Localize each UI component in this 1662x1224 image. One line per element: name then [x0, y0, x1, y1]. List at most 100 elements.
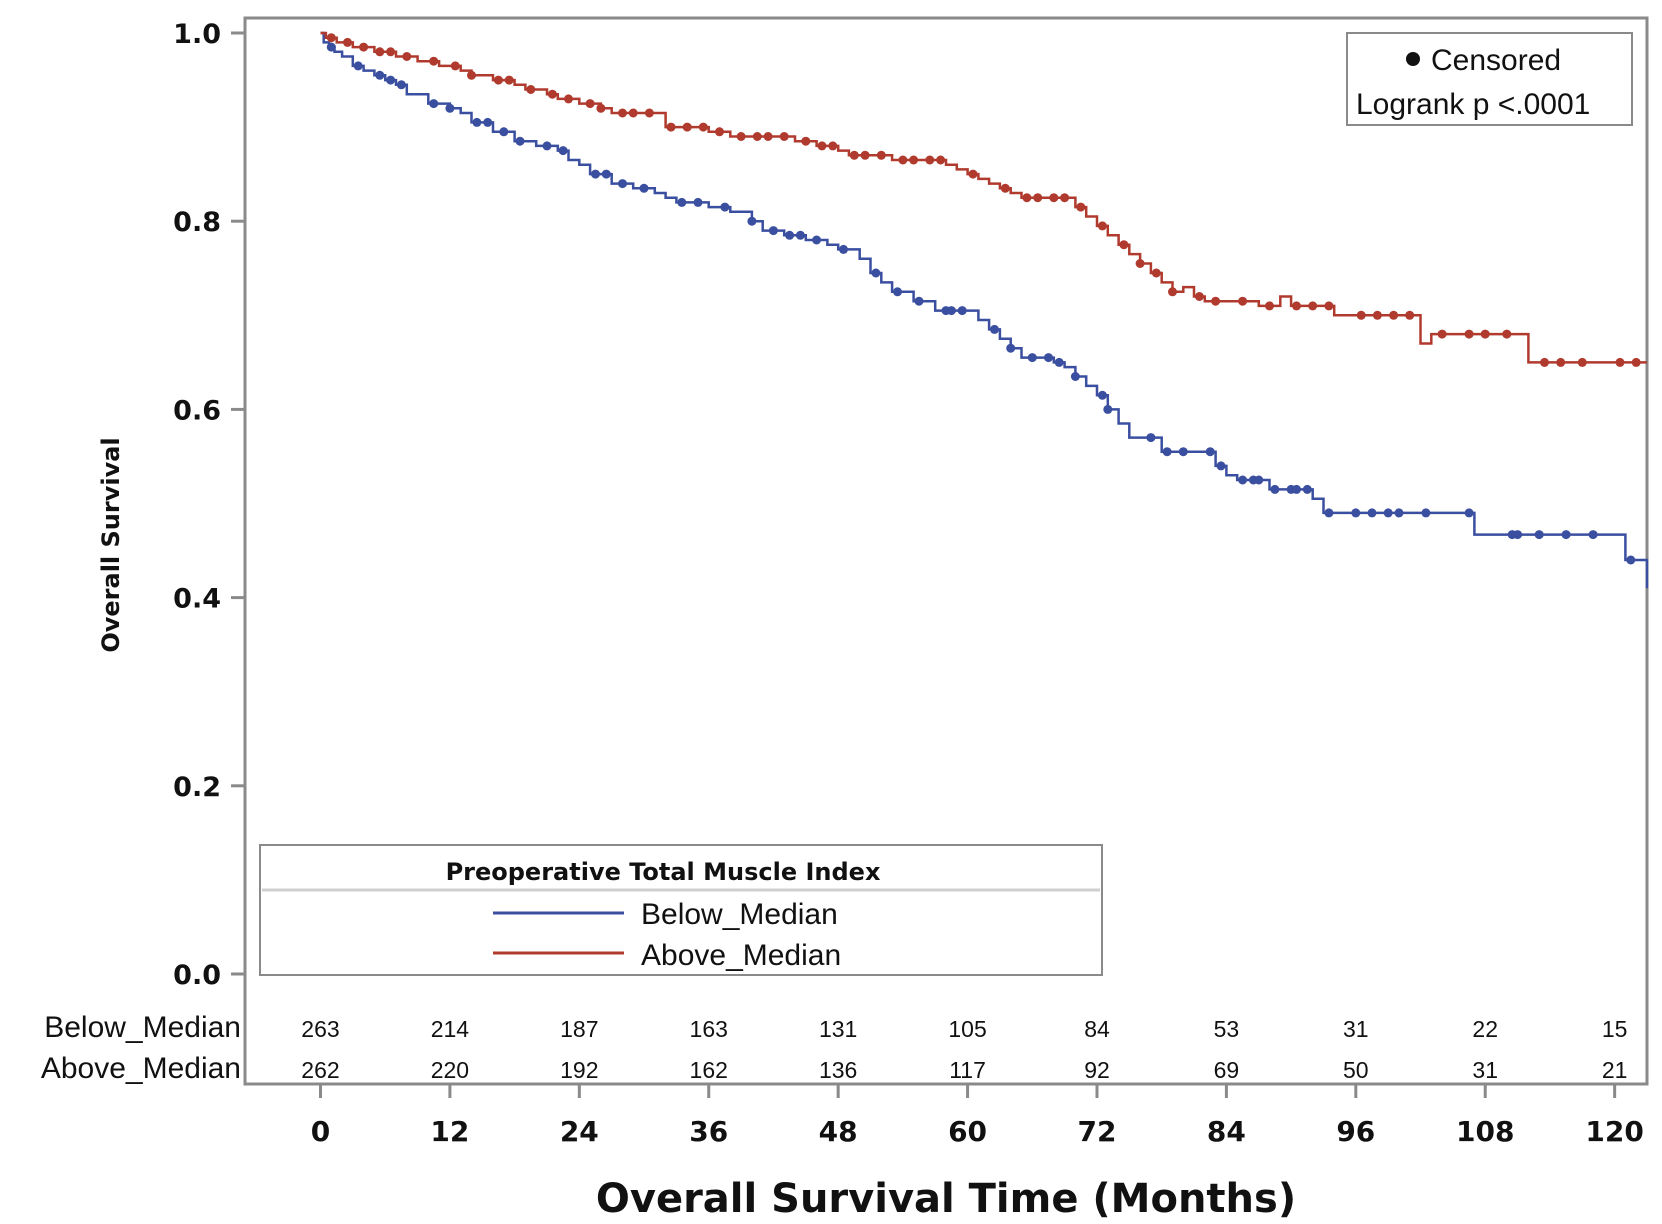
censor-point [715, 127, 724, 137]
y-tick-label: 0.0 [173, 960, 221, 991]
censor-point [526, 85, 536, 94]
censor-point [1631, 357, 1641, 367]
censored-label: Censored [1431, 44, 1561, 77]
censor-layer [326, 33, 1641, 565]
legend-box [259, 844, 1103, 976]
risk-count: 220 [431, 1057, 469, 1083]
censor-point [1211, 296, 1221, 306]
censor-point [1097, 221, 1107, 231]
censor-point [828, 141, 838, 151]
censor-point [1308, 301, 1318, 311]
censor-point [1033, 193, 1043, 203]
censor-point [618, 179, 627, 189]
legend-label-below-median: Below_Median [641, 898, 838, 931]
censor-point [386, 75, 396, 85]
censor-point [1437, 329, 1447, 339]
risk-count: 31 [1472, 1057, 1498, 1083]
risk-count: 162 [690, 1057, 728, 1083]
censor-point [898, 155, 908, 165]
censor-point [591, 169, 600, 179]
censor-point [1238, 296, 1248, 306]
censor-point [601, 169, 611, 179]
censor-point [925, 155, 935, 165]
censor-point [1238, 475, 1248, 485]
x-tick-label: 24 [560, 1115, 599, 1148]
censor-point [1097, 390, 1107, 400]
censor-point [817, 141, 827, 151]
risk-count: 84 [1084, 1016, 1110, 1042]
censor-point [1383, 508, 1393, 518]
censor-point [353, 61, 363, 71]
censor-point [564, 94, 573, 104]
censor-point [876, 150, 886, 160]
censor-point [763, 132, 773, 141]
censor-point [968, 169, 978, 179]
censor-point [893, 287, 902, 297]
x-tick-label: 84 [1207, 1115, 1246, 1148]
censor-point [1367, 508, 1377, 518]
censor-point [375, 47, 385, 57]
y-tick-label: 0.8 [173, 207, 221, 238]
censor-point [957, 306, 967, 316]
x-tick-label: 60 [948, 1115, 987, 1148]
censor-point [1070, 372, 1080, 381]
censor-point [1022, 193, 1032, 203]
censor-point [1513, 530, 1523, 540]
censor-point [1394, 508, 1404, 518]
risk-count: 263 [301, 1016, 339, 1042]
censor-point [596, 103, 606, 113]
censor-point [1205, 447, 1215, 457]
censor-point [1044, 353, 1053, 363]
risk-count: 22 [1472, 1016, 1498, 1042]
censor-point [1405, 310, 1415, 320]
censor-point [445, 103, 455, 113]
x-tick-label: 108 [1456, 1115, 1514, 1148]
censor-point [396, 80, 406, 90]
censor-point [1027, 353, 1037, 363]
censor-point [839, 244, 848, 254]
censor-point [747, 216, 757, 226]
risk-count: 31 [1343, 1016, 1369, 1042]
censor-point [386, 47, 396, 57]
censor-point [499, 127, 509, 137]
censor-point [547, 89, 557, 99]
censor-point [1356, 310, 1366, 320]
y-tick-label: 0.2 [173, 772, 221, 803]
censor-point [779, 132, 789, 141]
censor-point [693, 197, 703, 207]
risk-count: 136 [819, 1057, 857, 1083]
censor-point [1351, 508, 1361, 518]
censor-point [1103, 404, 1113, 414]
censor-point [909, 155, 919, 165]
x-tick-label: 120 [1585, 1115, 1643, 1148]
censor-point [1302, 484, 1312, 494]
risk-count: 131 [819, 1016, 857, 1042]
risk-count: 92 [1084, 1057, 1110, 1083]
risk-count: 192 [560, 1057, 598, 1083]
censor-point [1577, 357, 1587, 367]
censor-point [1389, 310, 1399, 320]
x-tick-label: 96 [1336, 1115, 1375, 1148]
censor-point [429, 99, 439, 109]
censor-point [1151, 268, 1161, 278]
censor-point [682, 122, 692, 132]
risk-count: 117 [949, 1057, 986, 1083]
censor-point [860, 150, 870, 160]
censor-point [1534, 530, 1544, 540]
censor-point [871, 268, 881, 278]
censor-point [801, 136, 811, 146]
censor-point [515, 136, 525, 146]
risk-count: 187 [560, 1016, 598, 1042]
x-tick-label: 48 [819, 1115, 858, 1148]
censored-marker-icon [1406, 52, 1420, 66]
censor-point [1480, 329, 1490, 339]
x-tick-label: 12 [430, 1115, 469, 1148]
legend-title: Preoperative Total Muscle Index [446, 858, 881, 886]
axes-layer: 0.0 0.2 0.4 0.6 0.8 1.0 0 12 24 36 48 60 72 84 96 108 12… [173, 19, 1644, 1148]
censor-point [639, 183, 649, 193]
risk-count: 21 [1602, 1057, 1628, 1083]
censor-point [467, 70, 476, 80]
censor-point [1270, 484, 1280, 494]
censor-point [359, 42, 369, 52]
